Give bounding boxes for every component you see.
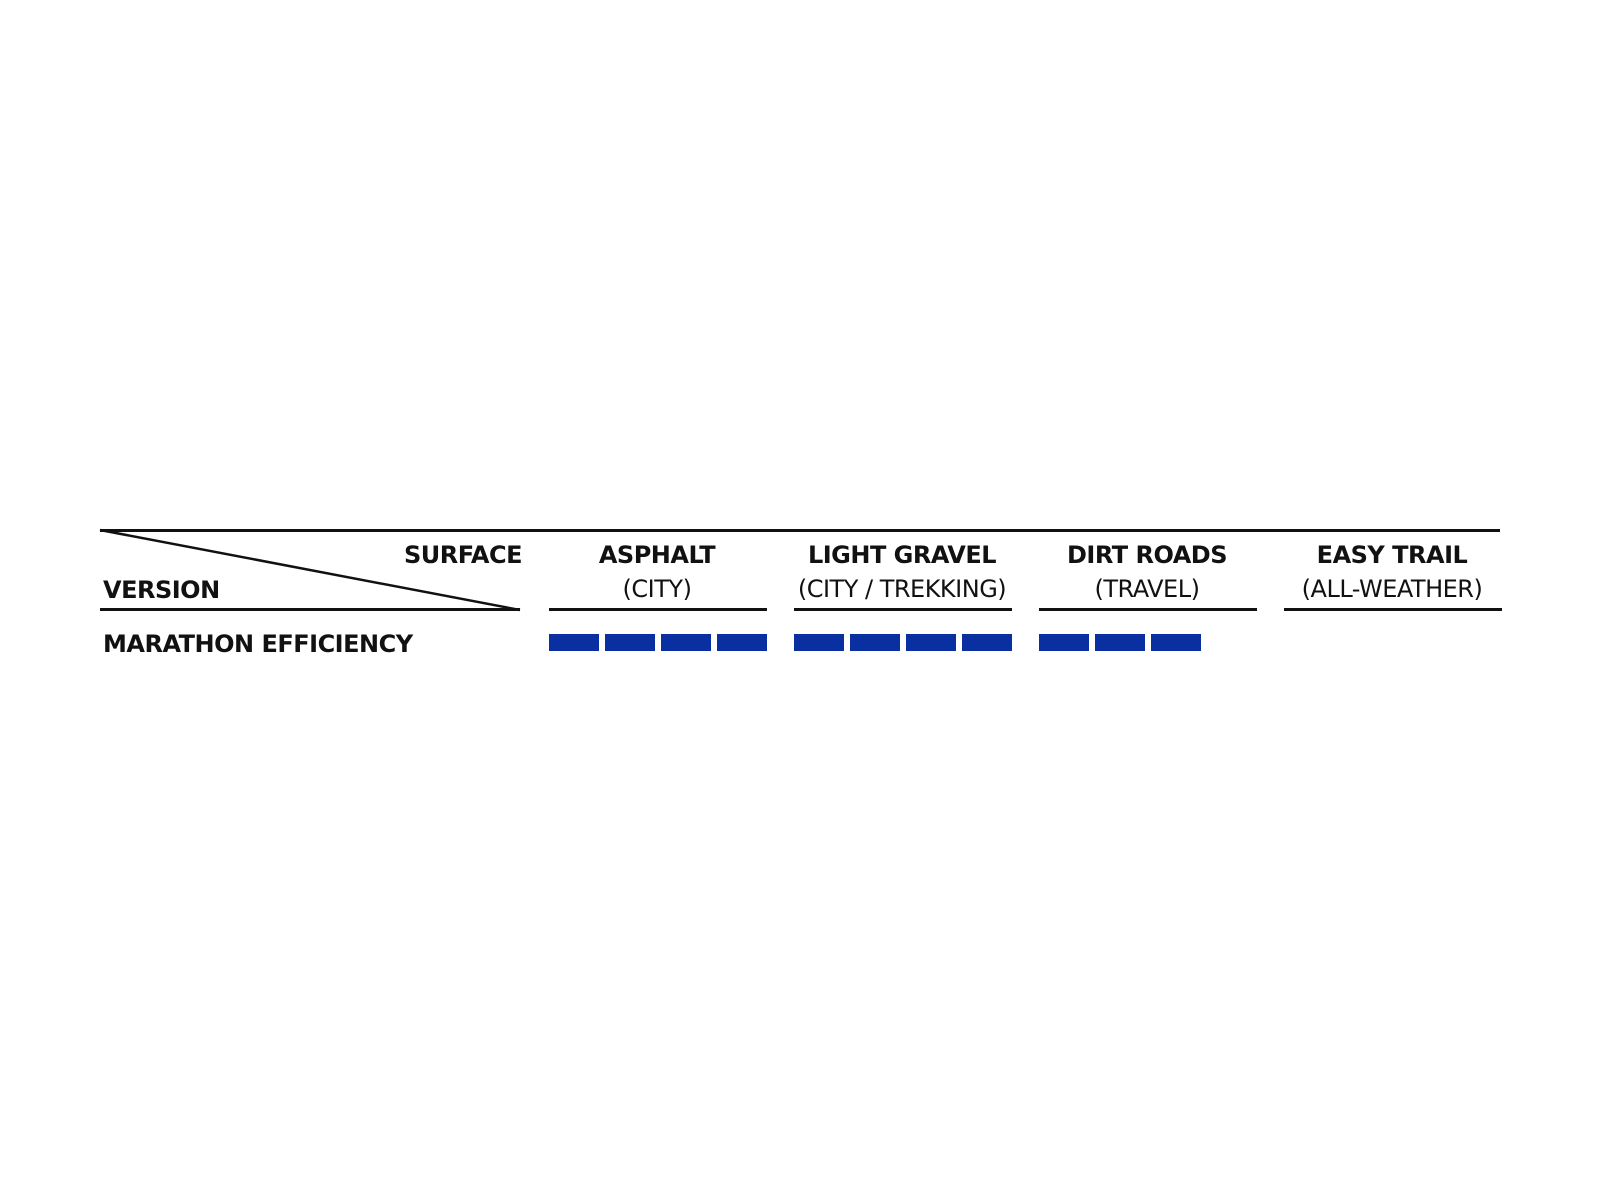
column-rule-asphalt	[549, 608, 767, 611]
column-rule-easy-trail	[1284, 608, 1502, 611]
rating-segment	[661, 634, 711, 651]
column-header-light-gravel: LIGHT GRAVEL (CITY / TREKKING)	[792, 541, 1012, 603]
column-subtitle: (CITY / TREKKING)	[797, 575, 1007, 603]
corner-row-header: VERSION	[103, 576, 220, 604]
rating-segment	[794, 634, 844, 651]
column-name: LIGHT GRAVEL	[807, 541, 997, 569]
rating-segment	[962, 634, 1012, 651]
rating-segment	[906, 634, 956, 651]
column-subtitle: (ALL-WEATHER)	[1301, 575, 1483, 603]
column-subtitle: (TRAVEL)	[1094, 575, 1200, 603]
column-name: EASY TRAIL	[1316, 541, 1468, 569]
rating-segment	[717, 634, 767, 651]
corner-column-header: SURFACE	[404, 541, 522, 569]
column-name: DIRT ROADS	[1067, 541, 1228, 569]
rating-segment	[1151, 634, 1201, 651]
column-rule-light-gravel	[794, 608, 1012, 611]
rating-segment	[1095, 634, 1145, 651]
corner-bottom-rule	[100, 608, 520, 611]
top-rule	[100, 529, 1500, 532]
rating-segment	[549, 634, 599, 651]
row-label-marathon-efficiency: MARATHON EFFICIENCY	[103, 630, 413, 658]
column-header-asphalt: ASPHALT (CITY)	[547, 541, 767, 603]
column-header-dirt-roads: DIRT ROADS (TRAVEL)	[1037, 541, 1257, 603]
column-name: ASPHALT	[598, 541, 716, 569]
rating-segment	[850, 634, 900, 651]
rating-segment	[605, 634, 655, 651]
rating-segment	[1039, 634, 1089, 651]
column-header-easy-trail: EASY TRAIL (ALL-WEATHER)	[1282, 541, 1502, 603]
column-rule-dirt-roads	[1039, 608, 1257, 611]
column-subtitle: (CITY)	[622, 575, 692, 603]
